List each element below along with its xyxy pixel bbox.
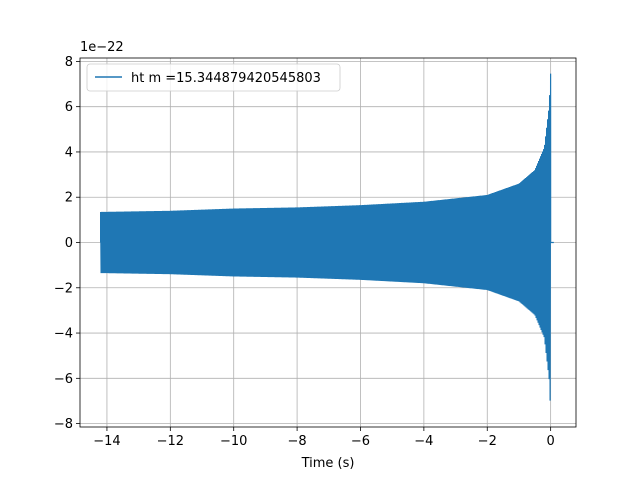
- x-tick-label: −12: [157, 434, 184, 449]
- x-tick-label: −6: [351, 434, 370, 449]
- x-tick-label: −4: [414, 434, 433, 449]
- x-tick-label: −14: [93, 434, 120, 449]
- y-offset-label: 1e−22: [80, 40, 124, 55]
- y-tick-label: −4: [54, 327, 73, 342]
- x-tick-label: −2: [478, 434, 497, 449]
- x-tick-label: 0: [547, 434, 555, 449]
- x-axis-ticks: −14 −12 −10 −8 −6 −4 −2 0: [93, 427, 555, 449]
- series-line-ht: [100, 73, 554, 401]
- legend-label-ht: ht m =15.344879420545803: [131, 71, 321, 86]
- y-tick-label: 2: [65, 191, 73, 206]
- y-tick-label: −2: [54, 281, 73, 296]
- y-axis-ticks: −8 −6 −4 −2 0 2 4 6 8: [54, 55, 80, 432]
- legend: ht m =15.344879420545803: [86, 63, 341, 92]
- y-tick-label: −8: [54, 417, 73, 432]
- x-tick-label: −10: [220, 434, 247, 449]
- x-tick-label: −8: [288, 434, 307, 449]
- y-tick-label: 6: [65, 100, 73, 115]
- signal-plot: [100, 73, 554, 401]
- y-tick-label: −6: [54, 372, 73, 387]
- y-tick-label: 8: [65, 55, 73, 70]
- y-tick-label: 0: [65, 236, 73, 251]
- y-tick-label: 4: [65, 145, 73, 160]
- x-axis-label: Time (s): [301, 456, 355, 471]
- legend-box: [86, 63, 341, 92]
